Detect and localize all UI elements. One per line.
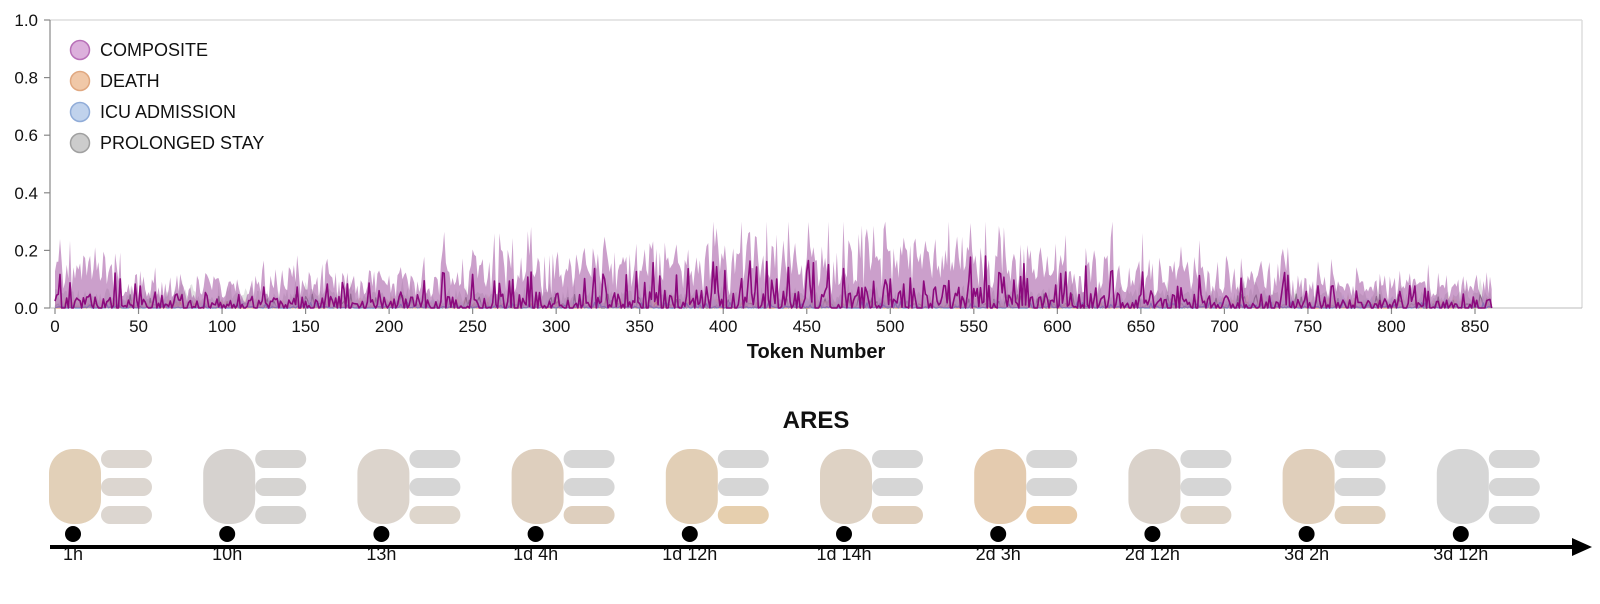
event-bar: [563, 506, 615, 524]
x-tick-label: 450: [793, 317, 821, 336]
x-axis-ticks: 0 50 100 150 200 250 300 350 400 450 500 550 600 650 7…: [50, 308, 1489, 336]
x-tick-label: 300: [542, 317, 570, 336]
event-marker: [219, 526, 236, 542]
y-axis-ticks: 0.0 0.2 0.4 0.6 0.8 1.0: [14, 11, 50, 318]
x-tick-label: 200: [375, 317, 403, 336]
event-marker: [681, 526, 698, 542]
event-marker: [527, 526, 544, 542]
timeline-event: 10h: [203, 449, 307, 564]
event-bar: [872, 478, 923, 496]
legend-label-death: DEATH: [100, 71, 160, 91]
event-block: [511, 449, 564, 524]
x-tick-label: 250: [458, 317, 486, 336]
legend-label-prolonged-stay: PROLONGED STAY: [100, 133, 264, 153]
event-marker: [990, 526, 1007, 542]
event-block: [974, 449, 1027, 524]
event-block: [49, 449, 101, 524]
x-tick-label: 850: [1461, 317, 1489, 336]
timeline-event: 1d 14h: [816, 449, 923, 564]
legend: COMPOSITE DEATH ICU ADMISSION PROLONGED …: [69, 39, 264, 154]
x-tick-label: 100: [208, 317, 236, 336]
event-bar: [1334, 478, 1386, 496]
legend-swatch-icu-admission: [69, 101, 91, 123]
event-marker: [1298, 526, 1315, 542]
x-axis-label: Token Number: [747, 341, 886, 363]
x-tick-label: 650: [1127, 317, 1155, 336]
timeline-event: 1h: [49, 449, 152, 564]
event-bar: [1180, 478, 1232, 496]
legend-swatch-composite: [69, 39, 91, 61]
legend-swatch-death: [69, 70, 91, 92]
event-marker: [65, 526, 81, 542]
y-tick-label: 1.0: [14, 11, 38, 30]
event-bar: [101, 506, 152, 524]
event-bar: [563, 450, 615, 468]
y-tick-label: 0.4: [14, 184, 38, 203]
event-bar: [1488, 506, 1540, 524]
event-bar: [409, 506, 461, 524]
legend-label-composite: COMPOSITE: [100, 40, 208, 60]
event-bar: [1334, 450, 1386, 468]
series-layer: [54, 221, 1493, 309]
event-bar: [717, 450, 769, 468]
timeline-title: ARES: [783, 407, 850, 434]
event-block: [1128, 449, 1181, 524]
series-line-composite: [54, 255, 1493, 309]
event-bar: [1026, 478, 1078, 496]
timeline-event: 2d 12h: [1125, 449, 1232, 564]
event-bar: [563, 478, 615, 496]
event-bar: [409, 450, 461, 468]
event-bar: [1026, 506, 1078, 524]
event-bar: [255, 506, 307, 524]
event-bar: [1180, 450, 1232, 468]
event-bar: [101, 478, 152, 496]
event-block: [665, 449, 718, 524]
event-marker: [1452, 526, 1469, 542]
event-block: [820, 449, 872, 524]
event-marker: [1144, 526, 1161, 542]
event-bar: [1334, 506, 1386, 524]
event-block: [1436, 449, 1489, 524]
x-tick-label: 700: [1210, 317, 1238, 336]
event-bar: [1180, 506, 1232, 524]
series-band-composite: [55, 221, 1492, 308]
y-tick-label: 0.0: [14, 299, 38, 318]
x-tick-label: 800: [1377, 317, 1405, 336]
event-bar: [101, 450, 152, 468]
x-tick-label: 400: [709, 317, 737, 336]
event-bar: [1488, 478, 1540, 496]
x-tick-label: 550: [960, 317, 988, 336]
legend-label-icu-admission: ICU ADMISSION: [100, 102, 236, 122]
x-tick-label: 0: [50, 317, 59, 336]
y-tick-label: 0.6: [14, 126, 38, 145]
event-bar: [409, 478, 461, 496]
event-bar: [872, 506, 923, 524]
event-marker: [836, 526, 852, 542]
event-bar: [872, 450, 923, 468]
y-tick-label: 0.2: [14, 241, 38, 260]
event-block: [357, 449, 410, 524]
event-block: [1282, 449, 1335, 524]
timeline-event: 3d 2h: [1282, 449, 1386, 564]
x-tick-label: 50: [129, 317, 148, 336]
y-tick-label: 0.8: [14, 69, 38, 88]
event-bar: [717, 506, 769, 524]
legend-swatch-prolonged-stay: [69, 132, 91, 154]
x-tick-label: 350: [626, 317, 654, 336]
event-block: [203, 449, 256, 524]
event-bar: [1026, 450, 1078, 468]
event-bar: [255, 478, 307, 496]
x-tick-label: 750: [1294, 317, 1322, 336]
event-bar: [255, 450, 307, 468]
event-marker: [373, 526, 390, 542]
x-tick-label: 600: [1043, 317, 1071, 336]
x-tick-label: 500: [876, 317, 904, 336]
x-tick-label: 150: [291, 317, 319, 336]
timeline-arrow-head: [1572, 538, 1592, 556]
event-bar: [1488, 450, 1540, 468]
event-bar: [717, 478, 769, 496]
